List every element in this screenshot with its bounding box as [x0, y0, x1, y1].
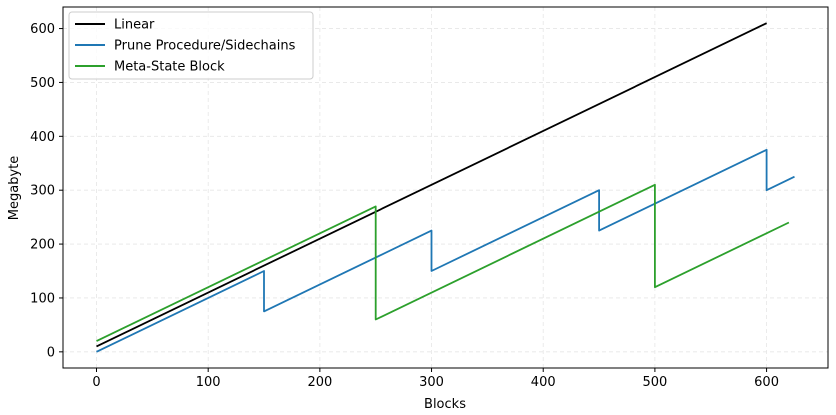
y-axis: 0 100 200 300 400 500 600: [30, 22, 63, 360]
x-tick-label: 300: [419, 375, 444, 390]
series-lines: [96, 22, 795, 353]
legend: Linear Prune Procedure/Sidechains Meta-Sta…: [68, 11, 314, 80]
x-tick-label: 600: [754, 375, 779, 390]
y-tick-label: 100: [30, 291, 55, 306]
legend-label-0: Linear: [114, 18, 155, 33]
y-tick-label: 0: [47, 345, 55, 360]
series-line-0: [96, 22, 767, 348]
y-tick-label: 500: [30, 76, 55, 91]
x-axis-label: Blocks: [424, 397, 466, 412]
x-tick-label: 100: [196, 375, 221, 390]
grid: [63, 7, 828, 368]
y-tick-label: 400: [30, 130, 55, 145]
x-axis: 0 100 200 300 400 500 600: [92, 368, 779, 390]
legend-box: [68, 11, 314, 80]
legend-label-2: Meta-State Block: [114, 60, 225, 75]
y-tick-label: 600: [30, 22, 55, 37]
y-tick-label: 300: [30, 184, 55, 199]
y-tick-label: 200: [30, 238, 55, 253]
series-line-1: [96, 148, 795, 353]
x-tick-label: 400: [531, 375, 556, 390]
x-tick-label: 200: [307, 375, 332, 390]
y-axis-label: Megabyte: [7, 156, 22, 220]
series-line-2: [96, 183, 790, 342]
x-tick-label: 500: [642, 375, 667, 390]
legend-label-1: Prune Procedure/Sidechains: [114, 39, 296, 54]
x-tick-label: 0: [92, 375, 100, 390]
plot-frame: [62, 6, 829, 369]
